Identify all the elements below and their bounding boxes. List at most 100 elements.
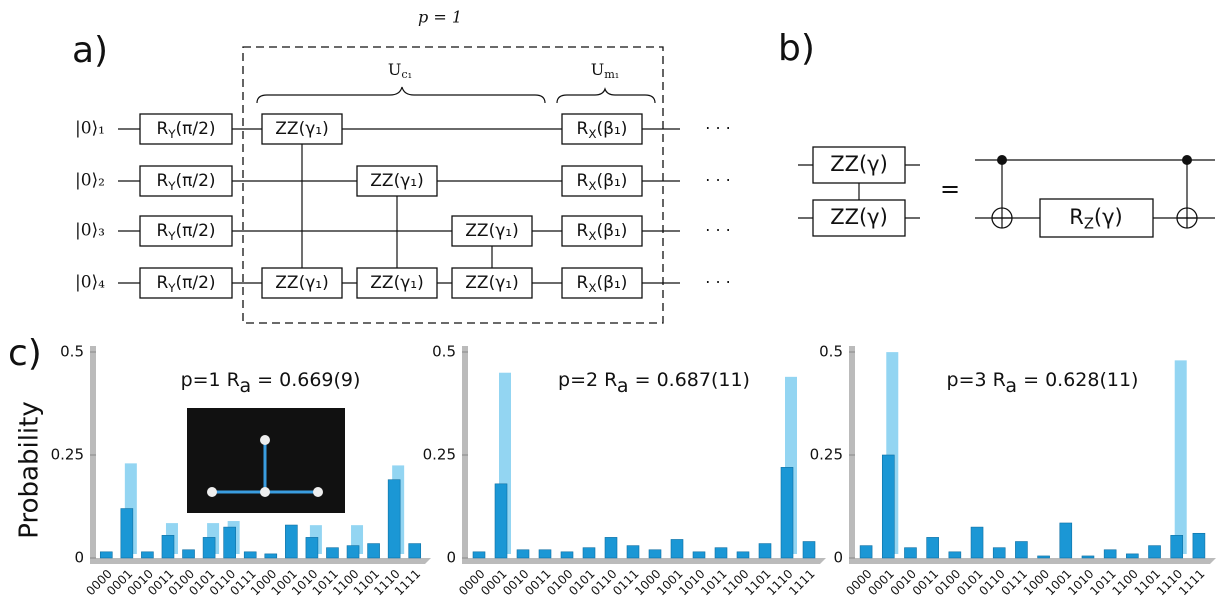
measured-bar: [367, 543, 380, 559]
axis-floor: [462, 558, 826, 564]
measured-bar: [538, 549, 552, 559]
measured-bar: [1015, 541, 1028, 559]
measured-bar: [1148, 545, 1161, 559]
label-base: R: [577, 273, 589, 293]
measured-bar: [1126, 553, 1139, 559]
label-sub: X: [588, 229, 596, 243]
measured-bar: [926, 537, 939, 559]
ellipsis: · · ·: [705, 171, 730, 190]
gate-label: Uc₁: [388, 60, 412, 81]
title-suffix: = 0.628(11): [1017, 369, 1138, 391]
gate-label: RX(β₁): [577, 119, 628, 141]
chart-title: p=3 Ra = 0.628(11): [947, 369, 1139, 397]
layer-box: [242, 46, 664, 324]
measured-bar: [1081, 555, 1095, 559]
title-prefix: p=1 R: [181, 369, 240, 391]
label-base: R: [1069, 205, 1084, 229]
measured-bar: [202, 537, 216, 559]
measured-bar: [99, 551, 113, 559]
panel-label: c): [8, 333, 42, 374]
label-sub: X: [588, 179, 596, 193]
gate-label: RZ(γ): [1069, 205, 1122, 232]
measured-bar: [161, 535, 175, 559]
measured-bar: [948, 551, 962, 559]
measured-bar: [802, 541, 816, 559]
measured-bar: [714, 547, 728, 559]
gate-box: [451, 215, 533, 247]
measured-bar: [494, 483, 508, 559]
y-tick-label: 0.25: [423, 446, 456, 464]
gate-label: ZZ(γ₁): [465, 221, 518, 241]
y-tick-label: 0.25: [51, 446, 84, 464]
label-base: R: [577, 119, 589, 139]
ideal-bar: [1174, 360, 1187, 554]
chart-title: p=1 Ra = 0.669(9): [181, 369, 361, 397]
gate-box: [1039, 198, 1154, 238]
y-axis-label: Probability: [15, 401, 45, 538]
measured-bar: [472, 551, 486, 559]
y-tick-label: 0.5: [60, 343, 84, 361]
gate-label: RX(β₁): [577, 273, 628, 295]
panel-label: a): [72, 30, 108, 71]
measured-bar: [758, 543, 772, 559]
measured-bar: [626, 545, 640, 559]
gate-label: RY(π/2): [156, 273, 215, 295]
label-sub: Y: [167, 281, 176, 295]
label-sub: X: [588, 127, 596, 141]
label-base: U: [591, 60, 604, 79]
gate-box: [261, 113, 343, 145]
measured-bar: [648, 549, 662, 559]
title-prefix: p=3 R: [947, 369, 1006, 391]
gate-box: [356, 165, 438, 197]
gate-label: RY(π/2): [156, 221, 215, 243]
label-arg: (π/2): [176, 171, 216, 191]
label-sub: Y: [167, 179, 176, 193]
y-tick-label: 0: [833, 549, 843, 567]
gate-box: [561, 113, 643, 145]
title-sub: a: [239, 375, 251, 397]
gate-box: [812, 199, 906, 237]
gate-label: ZZ(γ₁): [370, 171, 423, 191]
chart-title: p=2 Ra = 0.687(11): [558, 369, 750, 397]
label-sub: m₁: [604, 68, 619, 81]
label-arg: (β₁): [597, 221, 628, 241]
qubit-label: |0⟩₂: [75, 171, 105, 191]
measured-bar: [859, 545, 873, 559]
measured-bar: [223, 526, 236, 559]
measured-bar: [182, 549, 195, 559]
measured-bar: [780, 467, 794, 559]
panel-label: b): [778, 28, 815, 69]
measured-bar: [387, 479, 401, 559]
measured-bar: [992, 547, 1006, 559]
measured-bar: [692, 551, 706, 559]
label-sub: Z: [1084, 215, 1094, 232]
title-sub: a: [1005, 375, 1017, 397]
label-base: R: [156, 171, 168, 191]
measured-bar: [736, 551, 750, 559]
measured-bar: [1059, 522, 1073, 559]
qubit-label: |0⟩₃: [75, 221, 105, 241]
measured-bar: [408, 543, 422, 559]
measured-bar: [120, 508, 134, 559]
gate-box: [139, 113, 233, 145]
axis-floor: [90, 558, 431, 564]
y-tick-label: 0: [74, 549, 84, 567]
gate-box: [561, 215, 643, 247]
gate-label: ZZ(γ₁): [370, 273, 423, 293]
ellipsis: · · ·: [705, 119, 730, 138]
label-sub: Y: [167, 229, 176, 243]
ellipsis: · · ·: [705, 221, 730, 240]
gate-label: ZZ(γ₁): [275, 273, 328, 293]
measured-bar: [141, 551, 154, 559]
label-base: R: [156, 119, 168, 139]
measured-bar: [305, 537, 319, 559]
layer-label: p = 1: [418, 8, 462, 27]
qubit-label: |0⟩₁: [75, 119, 105, 139]
gate-box: [812, 146, 906, 184]
axis-floor: [849, 558, 1216, 564]
gate-box: [139, 215, 233, 247]
inset-image: [187, 408, 345, 513]
label-arg: (π/2): [176, 273, 216, 293]
gate-label: ZZ(γ₁): [275, 119, 328, 139]
label-arg: (π/2): [176, 119, 216, 139]
